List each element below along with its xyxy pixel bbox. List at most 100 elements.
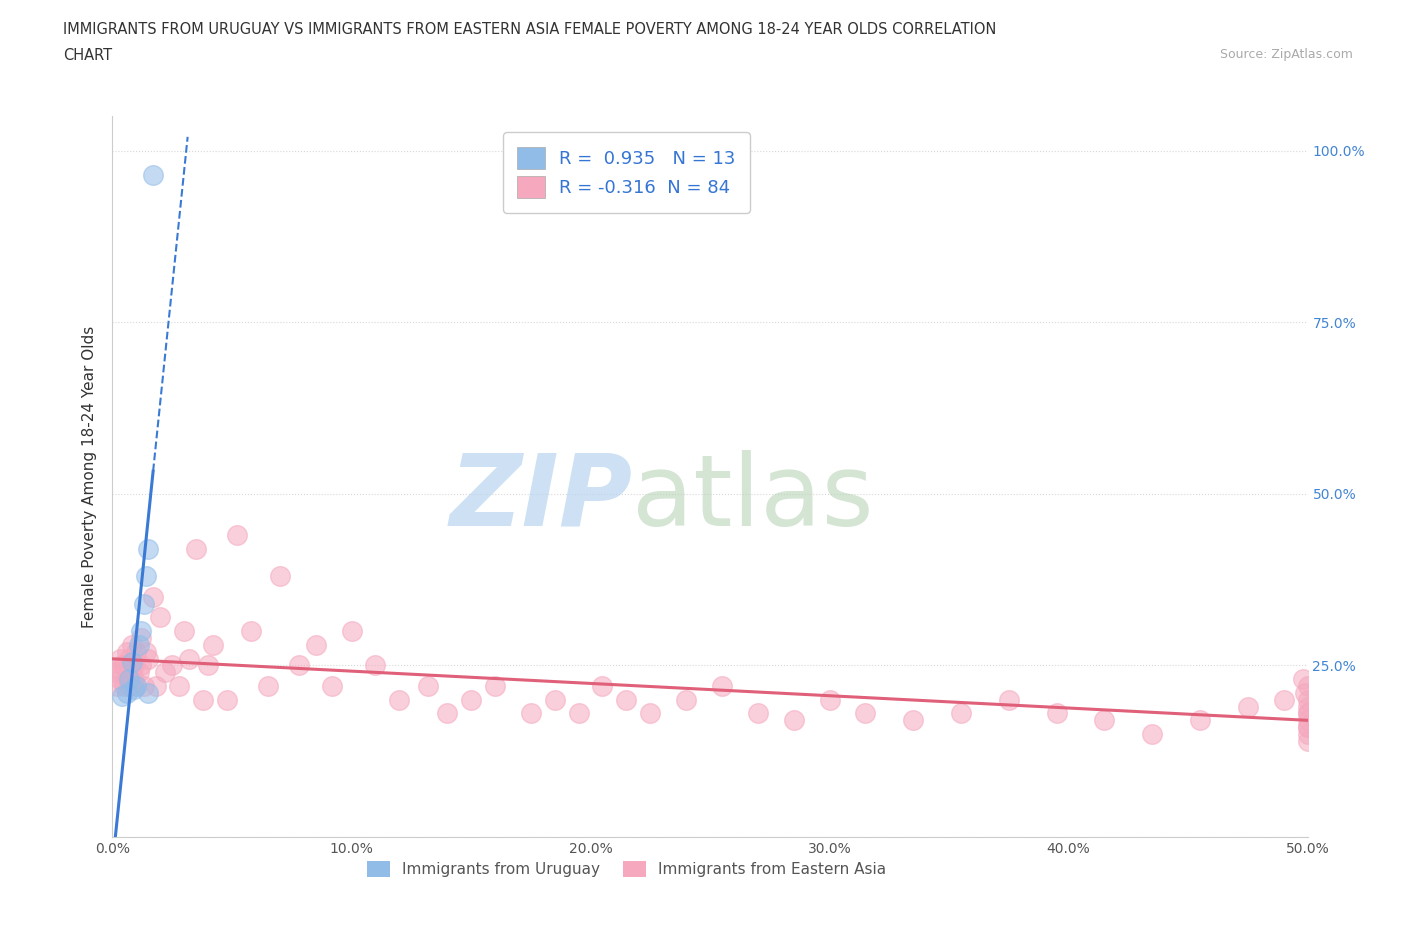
Point (950, 706, 973, 721)
Point (197, 658, 219, 672)
Point (145, 679, 167, 694)
Point (149, 610, 172, 625)
Point (903, 713, 925, 728)
Point (132, 596, 155, 611)
Point (998, 692, 1021, 707)
Point (115, 671, 138, 686)
Point (108, 651, 131, 666)
Point (305, 637, 328, 652)
Point (340, 624, 363, 639)
Point (115, 644, 138, 659)
Point (568, 706, 591, 721)
Point (173, 624, 195, 639)
Point (114, 658, 135, 672)
Point (1296, 734, 1319, 749)
Point (128, 665, 150, 680)
Point (1094, 713, 1116, 728)
Point (436, 706, 458, 721)
Point (142, 590, 165, 604)
Point (321, 679, 343, 694)
Point (1296, 699, 1319, 714)
Point (122, 671, 145, 686)
Point (1292, 671, 1315, 686)
Point (129, 624, 152, 639)
Point (269, 569, 291, 584)
Point (217, 692, 239, 707)
Point (1296, 706, 1319, 721)
Point (364, 658, 387, 672)
Point (1296, 706, 1319, 721)
Point (193, 692, 215, 707)
Point (257, 679, 280, 694)
Point (543, 692, 565, 707)
Legend: Immigrants from Uruguay, Immigrants from Eastern Asia: Immigrants from Uruguay, Immigrants from… (360, 856, 893, 884)
Point (177, 651, 200, 666)
Point (1294, 685, 1316, 700)
Point (169, 679, 191, 694)
Point (115, 685, 138, 700)
Point (135, 644, 157, 659)
Point (138, 651, 160, 666)
Point (138, 685, 160, 700)
Point (1189, 713, 1212, 728)
Point (111, 665, 134, 680)
Point (104, 665, 127, 680)
Point (118, 651, 141, 666)
Point (616, 692, 638, 707)
Point (1296, 726, 1319, 741)
Point (118, 671, 141, 686)
Point (128, 637, 150, 652)
Point (288, 658, 311, 672)
Point (121, 665, 143, 680)
Point (122, 682, 145, 697)
Point (125, 644, 148, 659)
Point (125, 679, 148, 694)
Point (138, 541, 160, 556)
Point (225, 527, 247, 542)
Point (747, 706, 769, 721)
Point (118, 679, 141, 694)
Point (1296, 720, 1319, 735)
Point (1142, 726, 1164, 741)
Point (1237, 699, 1260, 714)
Point (135, 569, 157, 584)
Point (1296, 720, 1319, 735)
Point (240, 624, 263, 639)
Point (108, 671, 131, 686)
Text: IMMIGRANTS FROM URUGUAY VS IMMIGRANTS FROM EASTERN ASIA FEMALE POVERTY AMONG 18-: IMMIGRANTS FROM URUGUAY VS IMMIGRANTS FR… (63, 22, 997, 37)
Point (640, 706, 662, 721)
Point (416, 679, 439, 694)
Point (121, 637, 143, 652)
Point (1272, 692, 1295, 707)
Text: CHART: CHART (63, 48, 112, 63)
Point (132, 679, 155, 694)
Point (125, 679, 148, 694)
Point (388, 692, 411, 707)
Point (121, 655, 143, 670)
Text: atlas: atlas (633, 450, 875, 547)
Point (520, 706, 543, 721)
Point (1296, 679, 1319, 694)
Point (111, 658, 134, 672)
Point (675, 692, 697, 707)
Point (129, 631, 152, 645)
Point (855, 706, 877, 721)
Point (122, 658, 145, 672)
Point (484, 679, 506, 694)
Point (105, 679, 128, 694)
Point (1296, 692, 1319, 707)
Point (592, 679, 614, 694)
Point (1046, 706, 1069, 721)
Point (711, 679, 734, 694)
Point (153, 665, 176, 680)
Point (162, 658, 183, 672)
Point (129, 658, 152, 672)
Point (142, 167, 165, 182)
Point (114, 679, 135, 694)
Point (460, 692, 482, 707)
Text: Source: ZipAtlas.com: Source: ZipAtlas.com (1219, 48, 1353, 61)
Point (818, 692, 841, 707)
Point (111, 689, 134, 704)
Y-axis label: Female Poverty Among 18-24 Year Olds: Female Poverty Among 18-24 Year Olds (82, 326, 97, 628)
Point (1296, 713, 1319, 728)
